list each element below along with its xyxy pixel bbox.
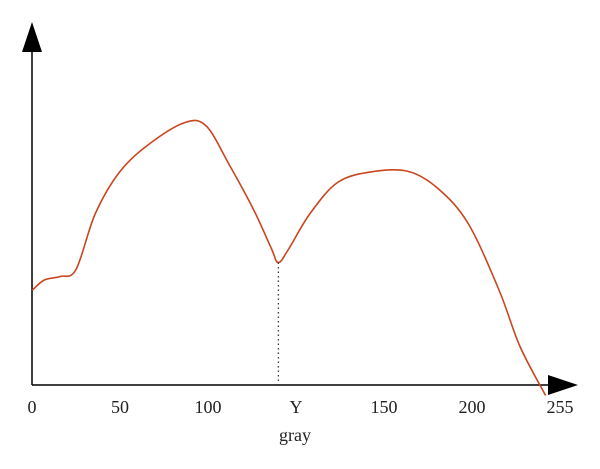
x-axis-label: gray	[279, 425, 311, 445]
x-tick-label: 255	[547, 397, 574, 417]
y-axis-arrow	[22, 22, 42, 52]
curve	[31, 119, 547, 396]
threshold-label: Y	[290, 397, 303, 417]
x-tick-label: 0	[28, 397, 37, 417]
x-tick-label: 100	[195, 397, 222, 417]
x-tick-label: 50	[111, 397, 129, 417]
x-tick-label: 150	[371, 397, 398, 417]
x-tick-label: 200	[459, 397, 486, 417]
x-axis-arrow	[548, 375, 578, 395]
